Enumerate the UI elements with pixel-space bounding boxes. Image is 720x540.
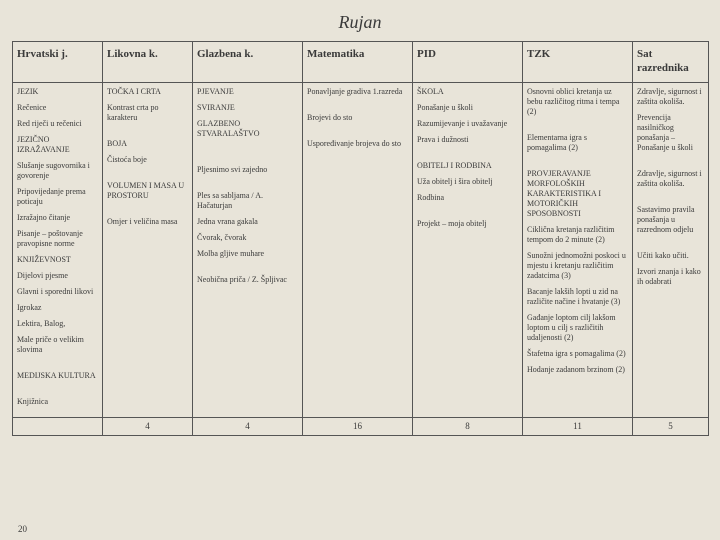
num-5: 11 [523,417,633,435]
header-pid: PID [413,42,523,83]
num-4: 8 [413,417,523,435]
content-row: JEZIKRečeniceRed riječi u rečeniciJEZIČN… [13,82,709,417]
num-3: 16 [303,417,413,435]
header-glazbena: Glazbena k. [193,42,303,83]
numbers-row: 4 4 16 8 11 5 [13,417,709,435]
cell-likovna: TOČKA I CRTAKontrast crta po karakteruBO… [103,82,193,417]
cell-pid: ŠKOLAPonašanje u školiRazumijevanje i uv… [413,82,523,417]
cell-tzk: Osnovni oblici kretanja uz bebu različit… [523,82,633,417]
page-number: 20 [18,524,27,534]
num-0 [13,417,103,435]
curriculum-table: Hrvatski j. Likovna k. Glazbena k. Matem… [12,41,709,436]
page-title: Rujan [0,0,720,41]
header-tzk: TZK [523,42,633,83]
num-6: 5 [633,417,709,435]
cell-glazbena: PJEVANJESVIRANJEGLAZBENO STVARALAŠTVOPlj… [193,82,303,417]
cell-sat: Zdravlje, sigurnost i zaštita okoliša.Pr… [633,82,709,417]
header-matematika: Matematika [303,42,413,83]
header-hrvatski: Hrvatski j. [13,42,103,83]
header-row: Hrvatski j. Likovna k. Glazbena k. Matem… [13,42,709,83]
num-2: 4 [193,417,303,435]
header-sat: Sat razrednika [633,42,709,83]
cell-hrvatski: JEZIKRečeniceRed riječi u rečeniciJEZIČN… [13,82,103,417]
header-likovna: Likovna k. [103,42,193,83]
cell-matematika: Ponavljanje gradiva 1.razredaBrojevi do … [303,82,413,417]
num-1: 4 [103,417,193,435]
